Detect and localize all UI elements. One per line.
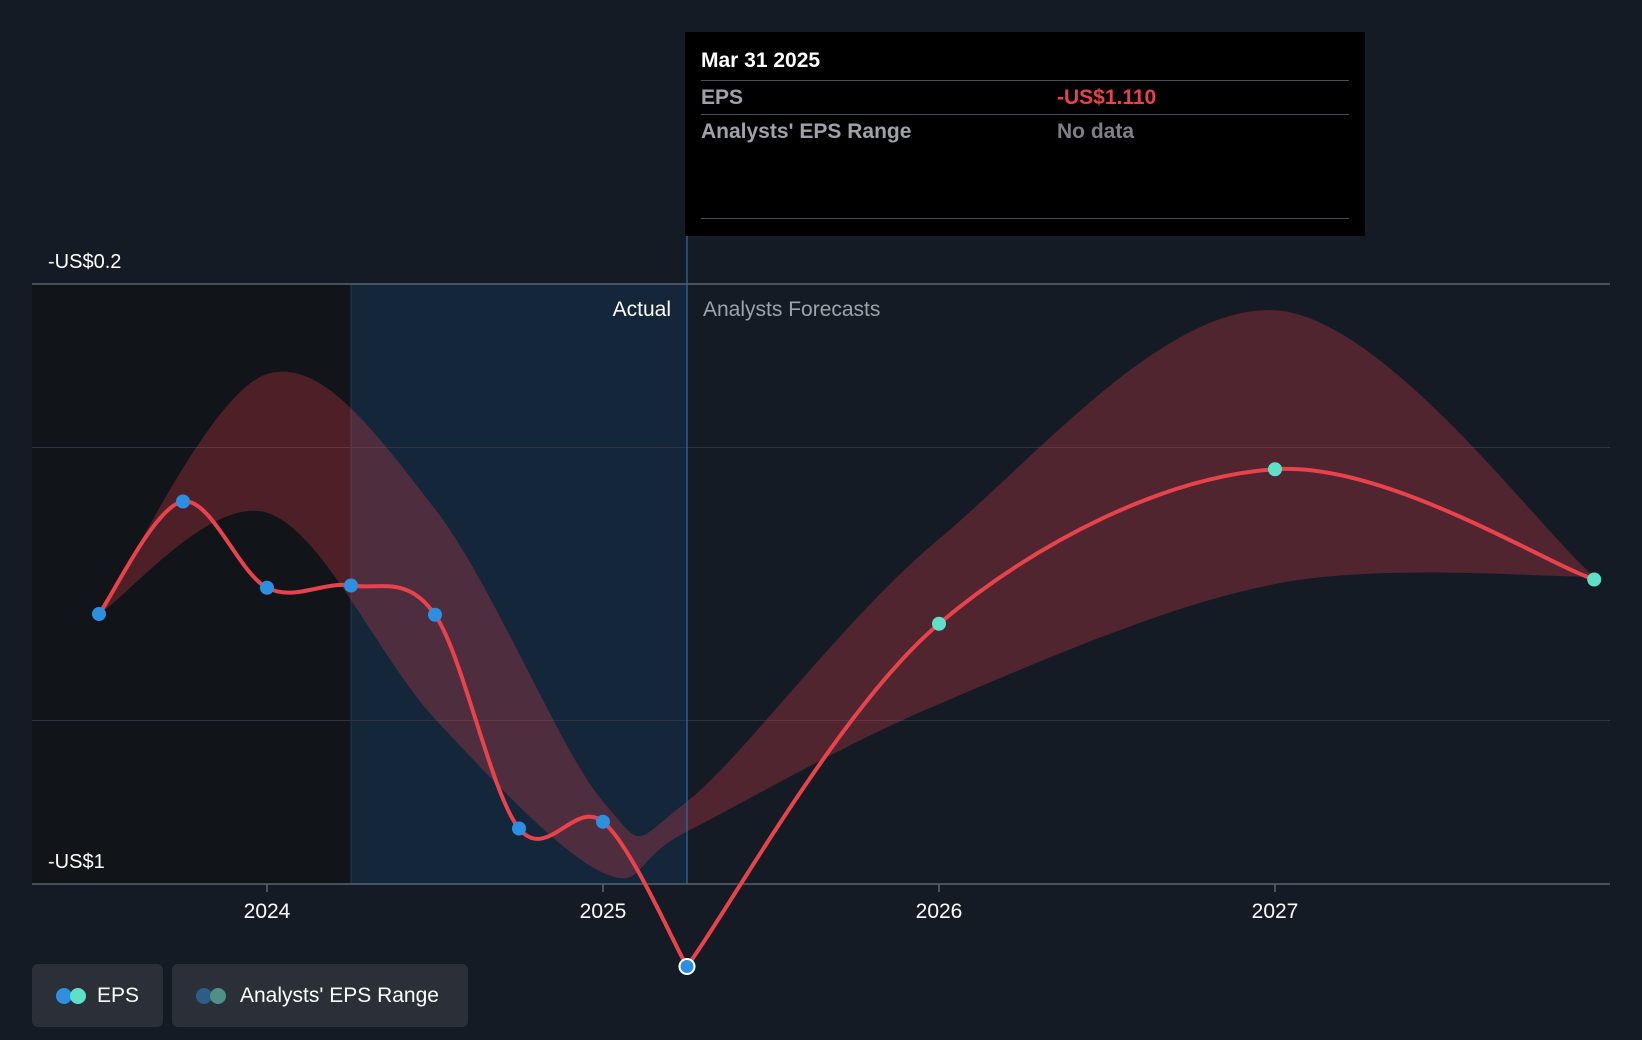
eps-point-forecast[interactable]: [932, 616, 946, 631]
x-tick-label: 2024: [244, 900, 291, 923]
legend-eps-label: EPS: [96, 983, 139, 1007]
eps-point-actual[interactable]: [260, 580, 274, 595]
eps-legend-icon: [56, 987, 86, 1004]
x-axis-labels: 2024 2025 2026 2027: [244, 884, 1299, 923]
eps-point-actual[interactable]: [344, 578, 358, 593]
eps-point-actual[interactable]: [596, 814, 610, 829]
tooltip-range-label: Analysts' EPS Range: [701, 120, 912, 143]
past-period-shade: [32, 284, 351, 884]
eps-line-forecast: [685, 466, 1597, 969]
x-tick-label: 2027: [1252, 900, 1299, 923]
eps-point-actual[interactable]: [428, 607, 442, 622]
tooltip-range-value: No data: [1057, 120, 1135, 143]
tooltip-row-eps: EPS -US$1.110: [701, 80, 1349, 114]
forecast-region-label: Analysts Forecasts: [703, 298, 880, 321]
hover-tooltip: Mar 31 2025 EPS -US$1.110 Analysts' EPS …: [685, 32, 1365, 236]
y-axis-labels: -US$0.2 -US$1: [48, 251, 121, 873]
eps-range-band: [99, 310, 1595, 879]
legend-range-label: Analysts' EPS Range: [240, 983, 439, 1007]
tooltip-eps-value: -US$1.110: [1057, 86, 1157, 109]
range-legend-icon: [196, 987, 226, 1004]
tooltip-eps-label: EPS: [701, 86, 744, 109]
actual-region-label: Actual: [613, 298, 671, 321]
x-tick-label: 2026: [916, 900, 963, 923]
eps-point-actual[interactable]: [678, 958, 696, 975]
tooltip-divider: [701, 218, 1349, 219]
eps-point-forecast[interactable]: [1268, 462, 1282, 477]
range-band: [99, 310, 1595, 879]
tooltip-row-range: Analysts' EPS Range No data: [701, 114, 1349, 148]
actual-period-shade: [351, 284, 687, 884]
tooltip-date: Mar 31 2025: [701, 49, 821, 72]
legend-eps-button[interactable]: EPS: [32, 964, 163, 1027]
gridlines: [32, 283, 1610, 885]
eps-point-actual[interactable]: [512, 821, 526, 836]
eps-point-actual[interactable]: [176, 494, 190, 509]
eps-point-forecast[interactable]: [1587, 572, 1602, 587]
y-tick-label: -US$0.2: [48, 251, 121, 273]
legend-range-button[interactable]: Analysts' EPS Range: [172, 964, 468, 1027]
eps-point-actual[interactable]: [92, 607, 106, 621]
x-tick-label: 2025: [580, 900, 627, 923]
eps-markers[interactable]: [92, 462, 1602, 975]
y-tick-label: -US$1: [48, 851, 105, 873]
